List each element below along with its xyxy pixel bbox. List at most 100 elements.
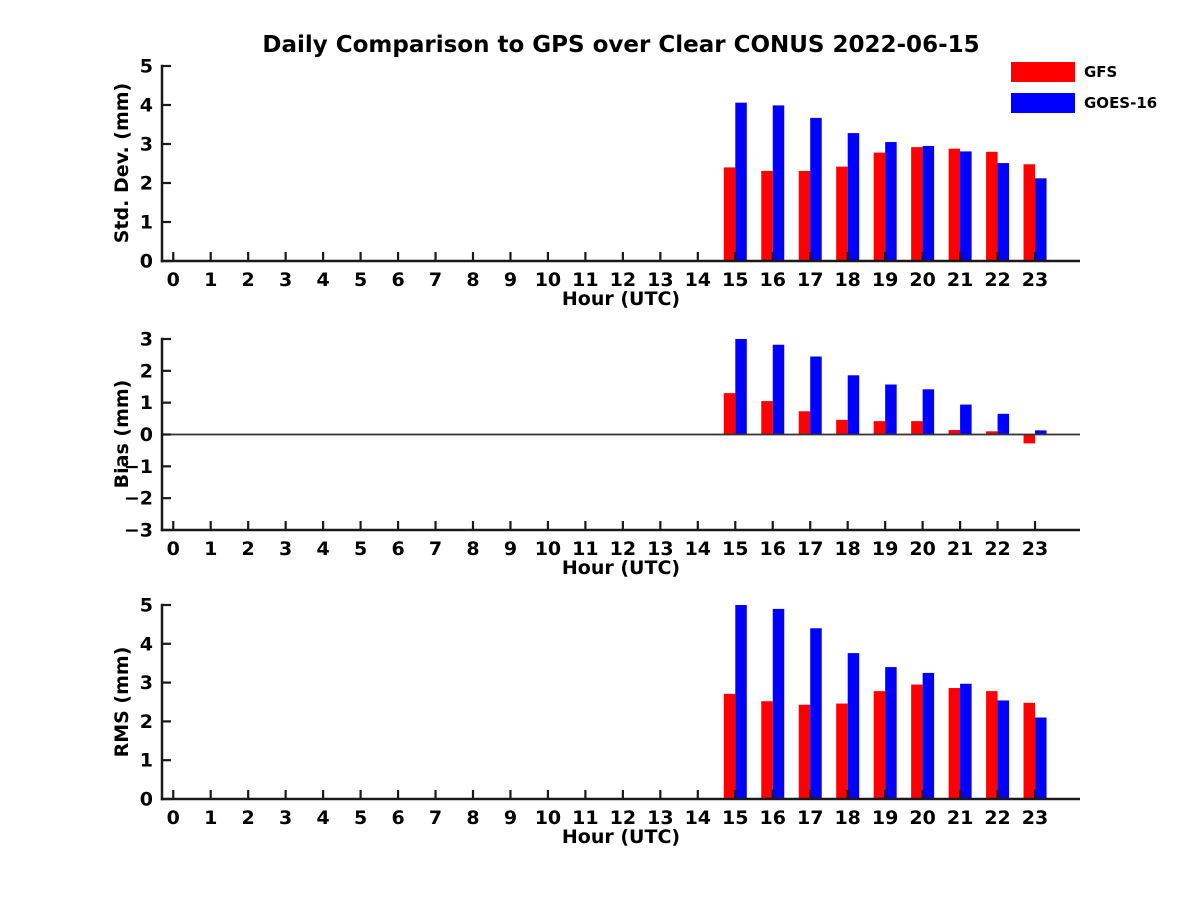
y-tick-label: 1 <box>140 392 153 414</box>
x-tick-label: 1 <box>204 538 217 560</box>
x-axis-label-rms: Hour (UTC) <box>561 826 681 848</box>
x-tick-label: 7 <box>429 269 442 291</box>
x-tick-label: 20 <box>909 269 935 291</box>
bar-gfs-h22 <box>986 691 998 799</box>
y-tick-label: 0 <box>140 251 153 273</box>
bar-goes16-h15 <box>735 102 747 261</box>
y-tick-label: 3 <box>140 672 153 694</box>
y-tick-label: 0 <box>140 424 153 446</box>
bar-goes16-h16 <box>772 608 785 799</box>
y-tick-label: 5 <box>140 595 153 617</box>
bar-goes16-h20 <box>922 145 935 261</box>
x-tick-label: 13 <box>647 538 673 560</box>
y-tick-label: 2 <box>140 711 153 733</box>
x-tick-label: 21 <box>947 269 973 291</box>
x-tick-label: 0 <box>167 269 180 291</box>
x-tick-label: 5 <box>354 269 367 291</box>
bar-gfs-h18 <box>836 166 848 261</box>
x-tick-label: 23 <box>1022 807 1048 829</box>
x-tick-label: 2 <box>242 538 255 560</box>
bar-gfs-h20 <box>911 147 923 261</box>
bar-goes16-h20 <box>922 672 935 799</box>
chart-title: Daily Comparison to GPS over Clear CONUS… <box>262 32 980 58</box>
legend-item-gfs: GFS <box>1011 62 1157 82</box>
x-tick-label: 19 <box>872 807 898 829</box>
legend-item-goes16: GOES-16 <box>1011 93 1157 113</box>
x-tick-label: 21 <box>947 807 973 829</box>
bar-gfs-h17 <box>798 704 811 799</box>
x-axis-label-bias: Hour (UTC) <box>561 557 681 579</box>
x-tick-label: 7 <box>429 538 442 560</box>
bar-goes16-h22 <box>997 163 1010 261</box>
x-tick-label: 8 <box>466 538 479 560</box>
x-tick-label: 12 <box>610 807 636 829</box>
x-tick-label: 21 <box>947 538 973 560</box>
bar-goes16-h20 <box>922 389 935 435</box>
x-tick-label: 9 <box>504 269 517 291</box>
x-tick-label: 6 <box>391 269 404 291</box>
bar-goes16-h22 <box>997 413 1010 435</box>
x-tick-label: 11 <box>572 538 598 560</box>
bar-gfs-h20 <box>911 684 923 799</box>
bar-goes16-h17 <box>810 117 822 262</box>
y-tick-label: 3 <box>140 134 153 156</box>
bar-goes16-h23 <box>1035 430 1047 435</box>
bar-goes16-h18 <box>847 653 860 799</box>
x-tick-label: 22 <box>984 807 1010 829</box>
bar-gfs-h16 <box>761 401 773 435</box>
x-tick-label: 22 <box>984 538 1010 560</box>
y-tick-label: 2 <box>140 173 153 195</box>
bar-gfs-h19 <box>873 421 886 435</box>
bar-gfs-h16 <box>761 170 773 261</box>
bar-goes16-h19 <box>885 384 897 435</box>
bar-gfs-h22 <box>986 431 998 435</box>
bar-goes16-h15 <box>735 339 747 435</box>
x-tick-label: 12 <box>610 538 636 560</box>
x-tick-label: 16 <box>760 538 786 560</box>
bar-goes16-h21 <box>960 404 972 435</box>
x-tick-label: 3 <box>279 538 292 560</box>
bar-gfs-h19 <box>873 152 886 261</box>
bar-goes16-h19 <box>885 667 897 799</box>
x-tick-label: 17 <box>797 269 823 291</box>
x-tick-label: 6 <box>391 538 404 560</box>
x-tick-label: 14 <box>685 269 711 291</box>
x-tick-label: 10 <box>535 807 561 829</box>
bar-gfs-h22 <box>986 151 998 261</box>
y-axis-label-bias: Bias (mm) <box>111 379 133 489</box>
bar-gfs-h18 <box>836 703 848 799</box>
bar-gfs-h23 <box>1023 164 1036 261</box>
x-tick-label: 3 <box>279 269 292 291</box>
x-tick-label: 8 <box>466 269 479 291</box>
x-tick-label: 18 <box>834 538 860 560</box>
y-tick-label: 4 <box>140 95 153 117</box>
x-tick-label: 15 <box>722 269 748 291</box>
y-tick-label: 1 <box>140 750 153 772</box>
x-tick-label: 16 <box>760 807 786 829</box>
x-tick-label: 15 <box>722 538 748 560</box>
bar-goes16-h19 <box>885 142 897 261</box>
bar-gfs-h20 <box>911 421 923 435</box>
x-tick-label: 10 <box>535 538 561 560</box>
legend-swatch-gfs <box>1011 62 1075 82</box>
x-tick-label: 11 <box>572 269 598 291</box>
bar-goes16-h16 <box>772 105 785 261</box>
bar-gfs-h15 <box>723 393 736 435</box>
x-tick-label: 9 <box>504 538 517 560</box>
x-tick-label: 2 <box>242 807 255 829</box>
y-axis-label-rms: RMS (mm) <box>111 646 133 758</box>
x-tick-label: 19 <box>872 269 898 291</box>
bar-goes16-h23 <box>1035 717 1047 799</box>
x-tick-label: 13 <box>647 807 673 829</box>
x-tick-label: 1 <box>204 269 217 291</box>
y-tick-label: 1 <box>140 212 153 234</box>
x-tick-label: 13 <box>647 269 673 291</box>
x-tick-label: 5 <box>354 807 367 829</box>
x-tick-label: 14 <box>685 807 711 829</box>
x-tick-label: 9 <box>504 807 517 829</box>
x-tick-label: 4 <box>317 538 330 560</box>
bar-goes16-h15 <box>735 605 747 799</box>
